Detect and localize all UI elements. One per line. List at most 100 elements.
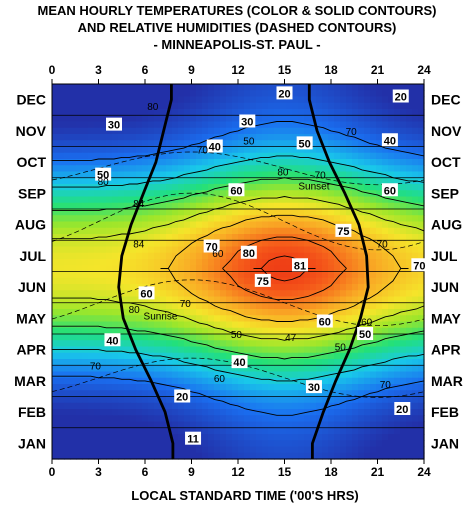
heat-cell <box>352 196 359 204</box>
heat-cell <box>76 121 83 129</box>
heat-cell <box>64 209 71 216</box>
heat-cell <box>268 240 275 248</box>
heat-cell <box>418 190 425 198</box>
heat-cell <box>64 90 71 98</box>
heat-cell <box>250 234 257 241</box>
heat-cell <box>358 290 365 298</box>
heat-cell <box>142 334 149 341</box>
sunrise-curve <box>117 84 175 459</box>
heat-cell <box>124 90 131 98</box>
heat-cell <box>196 215 203 223</box>
heat-cell <box>352 252 359 260</box>
heat-cell <box>148 127 155 135</box>
heat-cell <box>250 90 257 98</box>
heat-cell <box>226 252 233 260</box>
heat-cell <box>166 115 173 123</box>
heat-cell <box>334 209 341 216</box>
heat-cell <box>208 127 215 135</box>
heat-cell <box>64 446 71 454</box>
heat-cell <box>262 215 269 223</box>
heat-cell <box>154 127 161 135</box>
heat-cell <box>100 215 107 223</box>
heat-cell <box>250 277 257 285</box>
heat-cell <box>166 265 173 273</box>
heat-cell <box>58 390 65 398</box>
heat-cell <box>148 434 155 441</box>
heat-cell <box>214 415 221 423</box>
heat-cell <box>196 446 203 454</box>
heat-cell <box>166 290 173 298</box>
heat-cell <box>268 390 275 398</box>
heat-cell <box>274 409 281 416</box>
heat-cell <box>358 196 365 204</box>
humidity-contour-label: 84 <box>133 199 145 210</box>
heat-cell <box>82 140 89 148</box>
heat-cell <box>136 196 143 204</box>
heat-cell <box>232 327 239 335</box>
heat-cell <box>346 209 353 216</box>
heat-cell <box>232 440 239 448</box>
heat-cell <box>352 346 359 354</box>
heat-cell <box>124 415 131 423</box>
heat-cell <box>124 340 131 348</box>
heat-cell <box>346 340 353 348</box>
heat-cell <box>334 427 341 435</box>
heat-cell <box>52 409 59 416</box>
heat-cell <box>418 159 425 166</box>
heat-cell <box>196 109 203 116</box>
heat-cell <box>274 121 281 129</box>
heat-cell <box>322 102 329 110</box>
heat-cell <box>112 309 119 316</box>
heat-cell <box>394 171 401 179</box>
heat-cell <box>412 427 419 435</box>
heat-cell <box>130 121 137 129</box>
heat-cell <box>208 109 215 116</box>
humidity-contour-label: 60 <box>214 374 226 385</box>
heat-cell <box>412 109 419 116</box>
heat-cell <box>178 290 185 298</box>
heat-cell <box>58 109 65 116</box>
heat-cell <box>376 415 383 423</box>
heat-cell <box>154 102 161 110</box>
heat-cell <box>232 196 239 204</box>
month-label-right: APR <box>431 342 461 358</box>
heat-cell <box>166 127 173 135</box>
heat-cell <box>100 302 107 310</box>
heat-cell <box>304 302 311 310</box>
heat-cell <box>376 452 383 460</box>
heat-cell <box>268 321 275 329</box>
heat-cell <box>148 246 155 254</box>
heat-cell <box>202 121 209 129</box>
heat-cell <box>208 277 215 285</box>
heat-cell <box>346 334 353 341</box>
heat-cell <box>370 277 377 285</box>
heat-cell <box>52 340 59 348</box>
heat-cell <box>130 146 137 154</box>
heat-cell <box>166 409 173 416</box>
heat-cell <box>82 102 89 110</box>
month-label-left: MAY <box>16 310 46 326</box>
heat-cell <box>160 202 167 210</box>
heat-cell <box>130 327 137 335</box>
heat-cell <box>136 315 143 323</box>
heat-cell <box>316 84 323 91</box>
heat-cell <box>418 215 425 223</box>
heat-cell <box>214 402 221 410</box>
heat-cell <box>154 452 161 460</box>
heat-cell <box>106 377 113 385</box>
heat-cell <box>316 240 323 248</box>
heat-cell <box>220 234 227 241</box>
heat-cell <box>220 321 227 329</box>
heat-cell <box>172 259 179 266</box>
heat-cell <box>202 352 209 360</box>
heat-cell <box>166 146 173 154</box>
heat-cell <box>124 109 131 116</box>
heat-cell <box>268 409 275 416</box>
heat-cell <box>286 184 293 191</box>
heat-cell <box>370 184 377 191</box>
heat-cell <box>406 359 413 366</box>
heat-cell <box>142 115 149 123</box>
heat-cell <box>394 159 401 166</box>
heat-cell <box>292 434 299 441</box>
heat-cell <box>208 384 215 391</box>
